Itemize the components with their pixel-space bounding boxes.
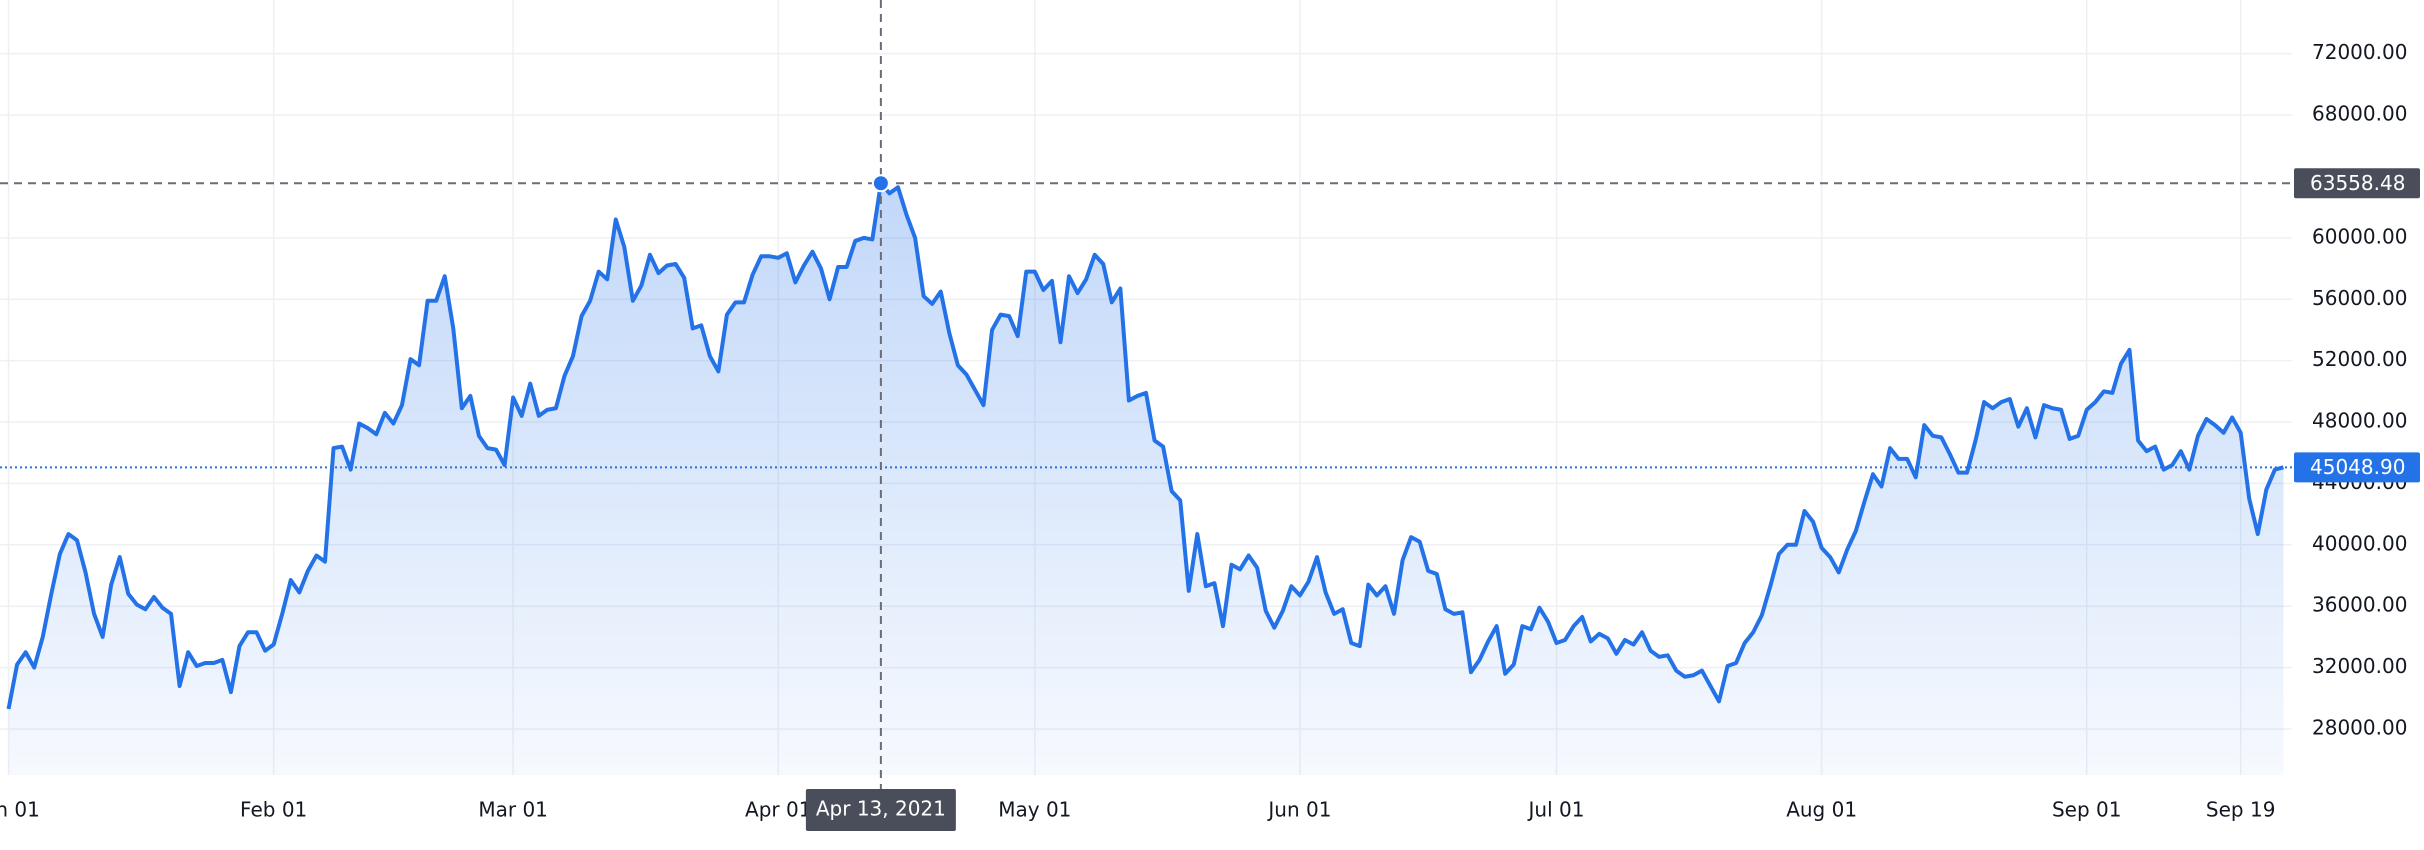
- price-line: [6, 181, 2284, 710]
- y-tick-label: 48000.00: [2312, 409, 2407, 433]
- x-tick-label: Aug 01: [1786, 798, 1857, 822]
- x-tick-label: Sep 19: [2206, 798, 2276, 822]
- y-tick-label: 52000.00: [2312, 347, 2407, 371]
- y-tick-label: 60000.00: [2312, 224, 2407, 248]
- crosshair-x-box: [805, 789, 956, 831]
- last-price-box: [2294, 452, 2420, 483]
- x-tick-label: Jul 01: [1527, 798, 1585, 822]
- x-tick-label: Sep 01: [2052, 798, 2122, 822]
- x-tick-label: Jun 01: [1266, 798, 1331, 822]
- crosshair-x-label: Apr 13, 2021: [816, 797, 946, 821]
- x-tick-label: Apr 01: [745, 798, 811, 822]
- x-tick-label: Jan 01: [0, 798, 40, 822]
- y-tick-label: 40000.00: [2312, 531, 2407, 555]
- y-tick-label: 28000.00: [2312, 715, 2407, 739]
- plot: [6, 181, 2284, 775]
- overlay: 45048.90 Apr 13, 2021 63558.48: [0, 0, 2420, 831]
- y-tick-label: 68000.00: [2312, 102, 2407, 126]
- crosshair-point: [871, 174, 890, 193]
- crosshair-y-label: 63558.48: [2310, 171, 2405, 195]
- last-price-label: 45048.90: [2310, 455, 2405, 479]
- y-tick-label: 32000.00: [2312, 654, 2407, 678]
- y-tick-label: 72000.00: [2312, 40, 2407, 64]
- x-tick-label: May 01: [998, 798, 1071, 822]
- area-fill: [8, 183, 2284, 775]
- crosshair-y-box: [2294, 168, 2420, 199]
- x-tick-label: Feb 01: [240, 798, 307, 822]
- y-tick-label: 56000.00: [2312, 286, 2407, 310]
- y-tick-label: 36000.00: [2312, 593, 2407, 617]
- x-tick-label: Mar 01: [478, 798, 548, 822]
